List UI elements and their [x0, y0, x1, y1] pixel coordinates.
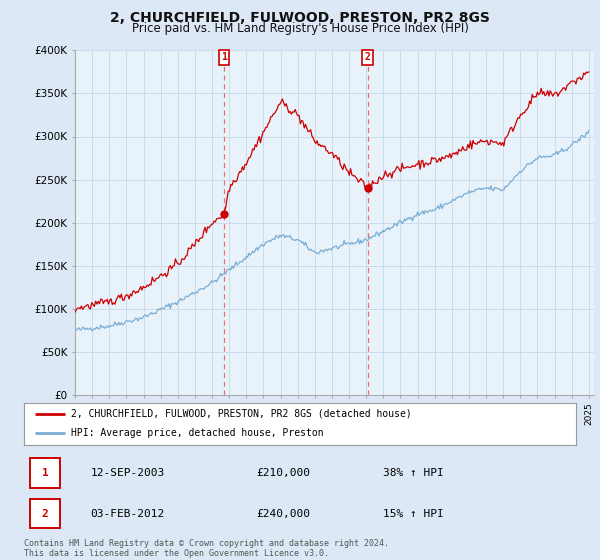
Text: 12-SEP-2003: 12-SEP-2003	[90, 468, 164, 478]
Text: Price paid vs. HM Land Registry's House Price Index (HPI): Price paid vs. HM Land Registry's House …	[131, 22, 469, 35]
Text: 15% ↑ HPI: 15% ↑ HPI	[383, 508, 443, 519]
FancyBboxPatch shape	[29, 498, 60, 529]
Text: 03-FEB-2012: 03-FEB-2012	[90, 508, 164, 519]
Text: HPI: Average price, detached house, Preston: HPI: Average price, detached house, Pres…	[71, 428, 323, 438]
Text: 1: 1	[221, 52, 227, 62]
Text: 1: 1	[41, 468, 49, 478]
Text: 2: 2	[41, 508, 49, 519]
Text: 2, CHURCHFIELD, FULWOOD, PRESTON, PR2 8GS (detached house): 2, CHURCHFIELD, FULWOOD, PRESTON, PR2 8G…	[71, 409, 412, 419]
Text: £210,000: £210,000	[256, 468, 310, 478]
Text: 2, CHURCHFIELD, FULWOOD, PRESTON, PR2 8GS: 2, CHURCHFIELD, FULWOOD, PRESTON, PR2 8G…	[110, 11, 490, 25]
Text: Contains HM Land Registry data © Crown copyright and database right 2024.
This d: Contains HM Land Registry data © Crown c…	[24, 539, 389, 558]
Text: 38% ↑ HPI: 38% ↑ HPI	[383, 468, 443, 478]
FancyBboxPatch shape	[29, 458, 60, 488]
Text: £240,000: £240,000	[256, 508, 310, 519]
Text: 2: 2	[365, 52, 370, 62]
